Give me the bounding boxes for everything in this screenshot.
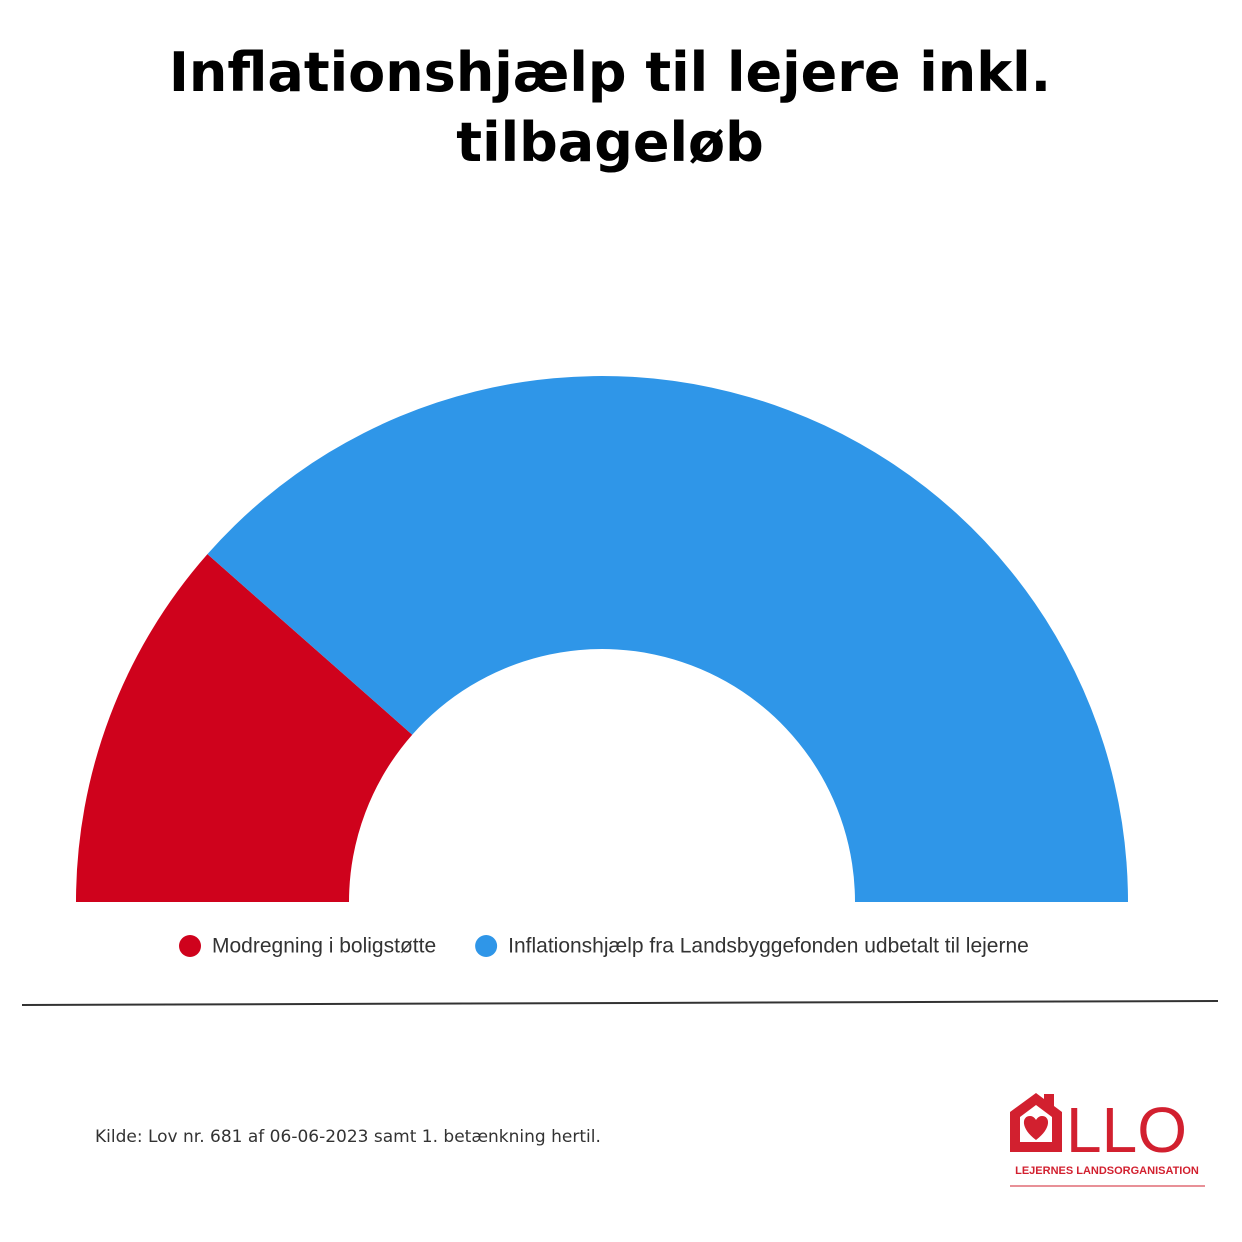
logo: LLO LEJERNES LANDSORGANISATION bbox=[1010, 1093, 1205, 1187]
logo-subtitle: LEJERNES LANDSORGANISATION bbox=[1015, 1165, 1199, 1177]
logo-house bbox=[1010, 1093, 1062, 1152]
legend-label: Modregning i boligstøtte bbox=[212, 935, 436, 958]
logo-heart bbox=[1023, 1116, 1049, 1140]
divider bbox=[21, 1000, 1219, 1006]
chart-title: Inflationshjælp til lejere inkl. tilbage… bbox=[168, 41, 1052, 174]
logo-text: LLO bbox=[1066, 1094, 1187, 1166]
legend-marker bbox=[179, 935, 201, 957]
legend-marker bbox=[475, 935, 498, 957]
source: Kilde: Lov nr. 681 af 06-06-2023 samt 1.… bbox=[95, 1127, 601, 1147]
legend-label: Inflationshjælp fra Landsbyggefonden udb… bbox=[508, 935, 1029, 958]
slice bbox=[207, 375, 1128, 902]
slice bbox=[76, 554, 413, 902]
